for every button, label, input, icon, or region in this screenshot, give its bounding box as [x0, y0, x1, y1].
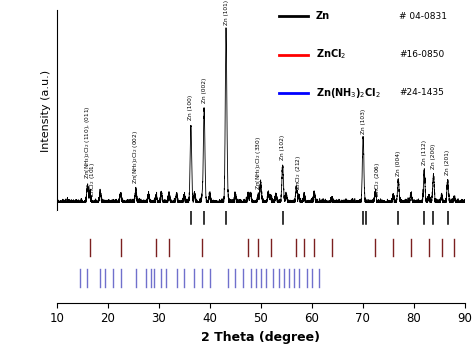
Text: Zn (004): Zn (004)	[396, 151, 401, 176]
Text: Zn (101): Zn (101)	[224, 0, 228, 25]
Text: Zn (100): Zn (100)	[188, 95, 193, 120]
Text: ZnCl$_2$ (212): ZnCl$_2$ (212)	[294, 155, 303, 190]
Text: Zn(NH$_3$)$_2$Cl$_2$ (002): Zn(NH$_3$)$_2$Cl$_2$ (002)	[131, 130, 140, 184]
Text: Zn (102): Zn (102)	[280, 135, 285, 160]
Text: Zn: Zn	[316, 11, 330, 21]
Text: Zn (201): Zn (201)	[445, 150, 450, 175]
Text: Zn (002): Zn (002)	[201, 78, 207, 103]
Text: Zn (200): Zn (200)	[431, 143, 436, 169]
Text: Zn(NH$_3$)$_2$Cl$_2$: Zn(NH$_3$)$_2$Cl$_2$	[316, 86, 380, 100]
Text: Zn (103): Zn (103)	[361, 108, 365, 133]
Y-axis label: Intensity (a.u.): Intensity (a.u.)	[41, 70, 51, 152]
Text: ZnCl$_2$ (206): ZnCl$_2$ (206)	[374, 162, 383, 197]
Text: Zn(NH$_3$)$_2$Cl$_2$ (110), (011): Zn(NH$_3$)$_2$Cl$_2$ (110), (011)	[83, 105, 92, 179]
X-axis label: 2 Theta (degree): 2 Theta (degree)	[201, 331, 320, 344]
Text: Zn (112): Zn (112)	[422, 140, 427, 165]
Text: ZnCl$_2$ (101): ZnCl$_2$ (101)	[88, 162, 97, 197]
Text: ZnCl$_2$: ZnCl$_2$	[316, 48, 346, 62]
Text: #24-1435: #24-1435	[399, 88, 444, 97]
Text: Zn(NH$_3$)$_2$Cl$_2$ (330): Zn(NH$_3$)$_2$Cl$_2$ (330)	[254, 136, 263, 190]
Text: #16-0850: #16-0850	[399, 50, 445, 59]
Text: # 04-0831: # 04-0831	[399, 12, 447, 21]
